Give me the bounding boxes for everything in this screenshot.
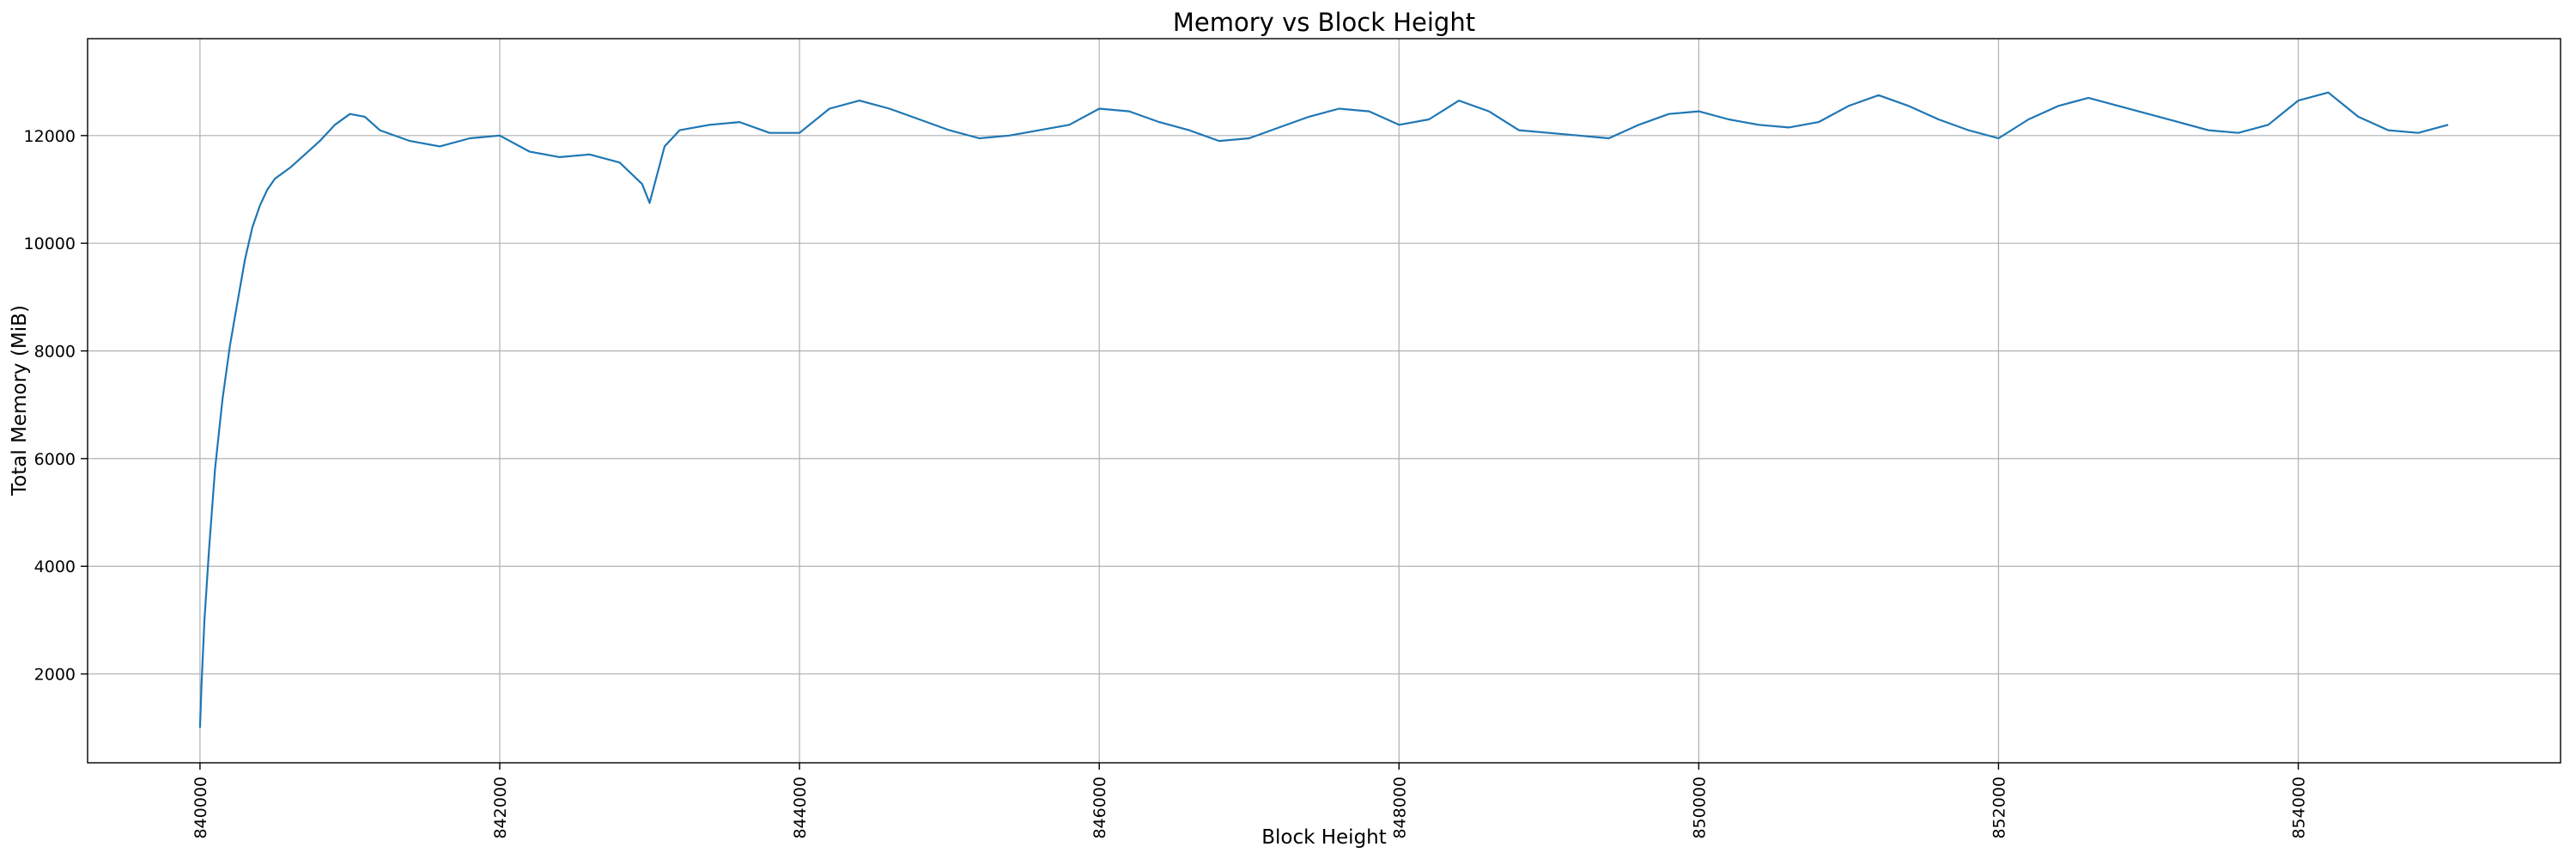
x-tick-label: 848000 (1390, 777, 1409, 839)
x-tick-label: 850000 (1690, 777, 1709, 839)
y-tick-label: 12000 (24, 127, 76, 146)
y-axis-label: Total Memory (MiB) (9, 305, 31, 497)
x-tick-label: 840000 (191, 777, 210, 839)
x-tick-label: 842000 (491, 777, 510, 839)
tick-layer: 840000 842000 844000 846000 848000 850000 8520… (24, 127, 2309, 839)
x-tick-label: 854000 (2290, 777, 2309, 839)
x-tick-label: 846000 (1091, 777, 1109, 839)
y-tick-label: 6000 (34, 450, 76, 469)
y-tick-label: 2000 (34, 666, 76, 685)
x-tick-label: 852000 (1990, 777, 2008, 839)
x-axis-label: Block Height (1261, 826, 1387, 849)
chart-title: Memory vs Block Height (1173, 8, 1475, 37)
y-tick-label: 10000 (24, 235, 76, 253)
x-tick-label: 844000 (791, 777, 810, 839)
series-line (198, 91, 2449, 728)
y-tick-label: 8000 (34, 343, 76, 362)
y-tick-label: 4000 (34, 557, 76, 576)
plot-frame (87, 38, 2561, 764)
grid-layer (88, 39, 2561, 763)
